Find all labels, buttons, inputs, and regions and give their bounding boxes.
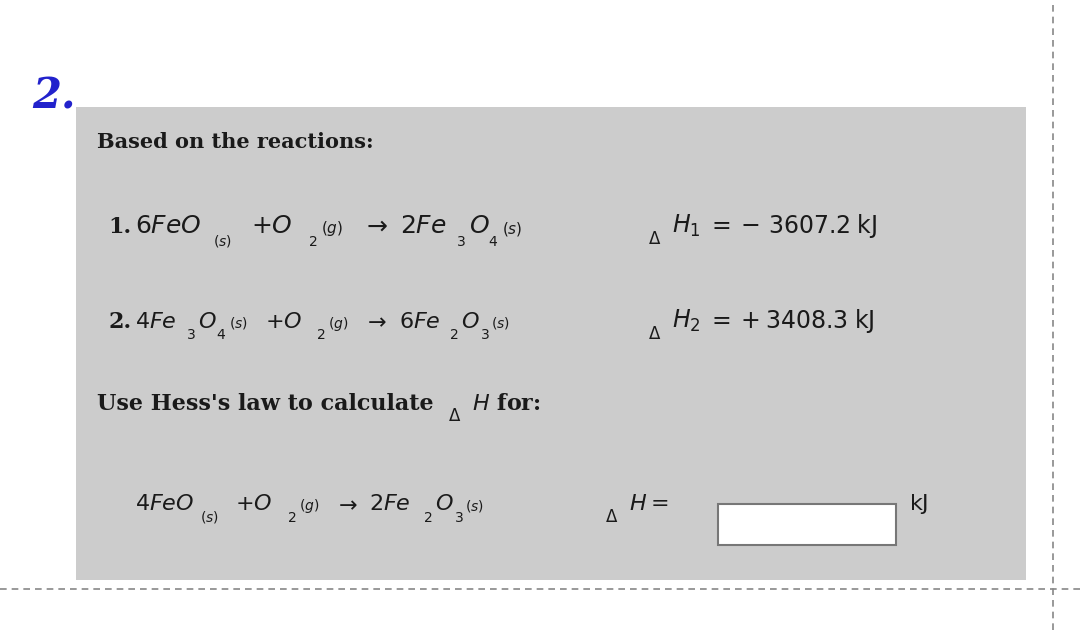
Text: $\mathit{(s)}$: $\mathit{(s)}$: [491, 315, 510, 331]
Text: Use Hess's law to calculate: Use Hess's law to calculate: [97, 392, 442, 415]
Text: $\mathit{2Fe}$: $\mathit{2Fe}$: [369, 493, 411, 515]
Text: $\mathit{4Fe}$: $\mathit{4Fe}$: [135, 311, 177, 333]
Text: $\rightarrow$: $\rightarrow$: [363, 311, 387, 333]
Text: $\mathit{O}$: $\mathit{O}$: [198, 311, 216, 333]
Text: $\mathit{2}$: $\mathit{2}$: [316, 328, 326, 342]
Text: $\mathit{2}$: $\mathit{2}$: [423, 511, 433, 525]
Text: 2.: 2.: [108, 311, 131, 333]
Text: $\mathit{H}_1$: $\mathit{H}_1$: [672, 213, 701, 239]
Text: $\rightarrow$: $\rightarrow$: [362, 215, 389, 238]
Text: $\mathit{2Fe}$: $\mathit{2Fe}$: [400, 215, 446, 238]
Text: $\rightarrow$: $\rightarrow$: [334, 493, 357, 515]
Text: $\mathit{4}$: $\mathit{4}$: [216, 328, 226, 342]
Text: $H =$: $H =$: [629, 493, 667, 515]
Text: $\mathit{3}$: $\mathit{3}$: [454, 511, 463, 525]
Text: $\mathit{O}$: $\mathit{O}$: [469, 215, 489, 238]
Text: $\mathit{+ O}$: $\mathit{+ O}$: [265, 311, 302, 333]
Text: Based on the reactions:: Based on the reactions:: [97, 132, 374, 152]
Text: $= -\,3607.2\;\mathrm{kJ}$: $= -\,3607.2\;\mathrm{kJ}$: [707, 212, 877, 240]
Text: $\mathit{3}$: $\mathit{3}$: [186, 328, 195, 342]
FancyBboxPatch shape: [76, 107, 1026, 580]
Text: $\mathit{2}$: $\mathit{2}$: [449, 328, 459, 342]
Text: $\mathit{4}$: $\mathit{4}$: [488, 235, 498, 249]
Text: $\mathit{2}$: $\mathit{2}$: [287, 511, 297, 525]
Text: $\mathit{3}$: $\mathit{3}$: [456, 235, 465, 249]
Text: $\mathit{O}$: $\mathit{O}$: [435, 493, 454, 515]
Text: 1.: 1.: [108, 216, 131, 238]
Text: $\mathit{(g)}$: $\mathit{(g)}$: [299, 497, 320, 515]
Text: $\mathit{3}$: $\mathit{3}$: [480, 328, 489, 342]
Text: $\mathit{+ O}$: $\mathit{+ O}$: [235, 493, 273, 515]
Text: $\mathit{(s)}$: $\mathit{(s)}$: [502, 220, 523, 238]
Text: $\Delta$: $\Delta$: [448, 408, 461, 425]
Text: $H$ for:: $H$ for:: [472, 392, 541, 415]
Text: $\mathit{(g)}$: $\mathit{(g)}$: [321, 219, 343, 238]
Text: $\mathit{4FeO}$: $\mathit{4FeO}$: [135, 493, 194, 515]
Text: $\mathit{(s)}$: $\mathit{(s)}$: [465, 498, 484, 514]
Text: $\mathit{(s)}$: $\mathit{(s)}$: [213, 233, 231, 249]
Text: $\mathrm{kJ}$: $\mathrm{kJ}$: [909, 492, 929, 517]
Text: $= +3408.3\;\mathrm{kJ}$: $= +3408.3\;\mathrm{kJ}$: [707, 307, 875, 335]
Text: $\Delta$: $\Delta$: [648, 231, 661, 248]
Text: 2.: 2.: [32, 76, 76, 118]
Text: $\Delta$: $\Delta$: [648, 326, 661, 343]
Text: $\mathit{+ O}$: $\mathit{+ O}$: [251, 215, 293, 238]
Text: $\mathit{(s)}$: $\mathit{(s)}$: [200, 509, 218, 525]
FancyBboxPatch shape: [718, 504, 896, 545]
Text: $\mathit{6FeO}$: $\mathit{6FeO}$: [135, 215, 201, 238]
Text: $\Delta$: $\Delta$: [605, 508, 618, 525]
Text: $\mathit{(s)}$: $\mathit{(s)}$: [229, 315, 247, 331]
Text: $\mathit{(g)}$: $\mathit{(g)}$: [328, 314, 349, 333]
Text: $\mathit{H}_2$: $\mathit{H}_2$: [672, 307, 701, 334]
Text: $\mathit{2}$: $\mathit{2}$: [308, 235, 318, 249]
Text: $\mathit{O}$: $\mathit{O}$: [461, 311, 480, 333]
Text: $\mathit{6Fe}$: $\mathit{6Fe}$: [399, 311, 441, 333]
